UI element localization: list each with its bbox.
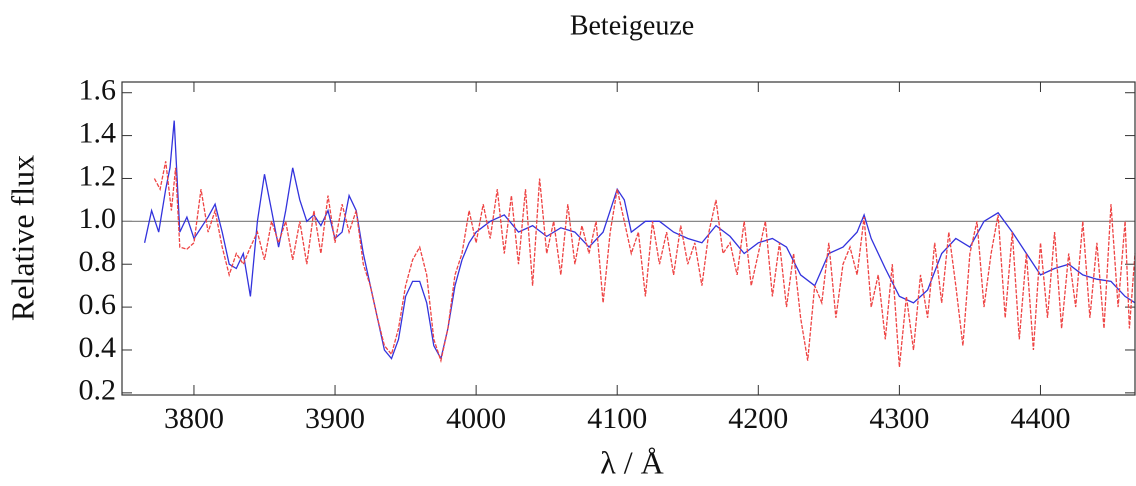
chart-title: Beteigeuze (570, 10, 694, 41)
plot-frame (121, 81, 1136, 396)
y-axis-label: Relative flux (4, 155, 40, 321)
x-tick-label: 4300 (869, 402, 929, 435)
y-tick-label: 0.8 (79, 245, 117, 278)
spectrum-line (153, 161, 1136, 368)
y-tick-label: 0.4 (79, 331, 117, 364)
y-tick-label: 0.6 (79, 288, 117, 321)
y-tick-label: 0.2 (79, 374, 117, 407)
x-tick-label: 4100 (587, 402, 647, 435)
x-tick-label: 4400 (1010, 402, 1070, 435)
spectrum-line (143, 120, 1136, 361)
y-tick-label: 1.4 (79, 116, 117, 149)
x-tick-label: 4200 (728, 402, 788, 435)
x-tick-label: 4000 (446, 402, 506, 435)
y-tick-label: 1.2 (79, 159, 117, 192)
y-tick-label: 1.6 (79, 74, 117, 107)
x-axis-label: λ / Å (600, 444, 664, 480)
y-tick-label: 1.0 (79, 202, 117, 235)
x-tick-label: 3900 (305, 402, 365, 435)
x-tick-label: 3800 (164, 402, 224, 435)
